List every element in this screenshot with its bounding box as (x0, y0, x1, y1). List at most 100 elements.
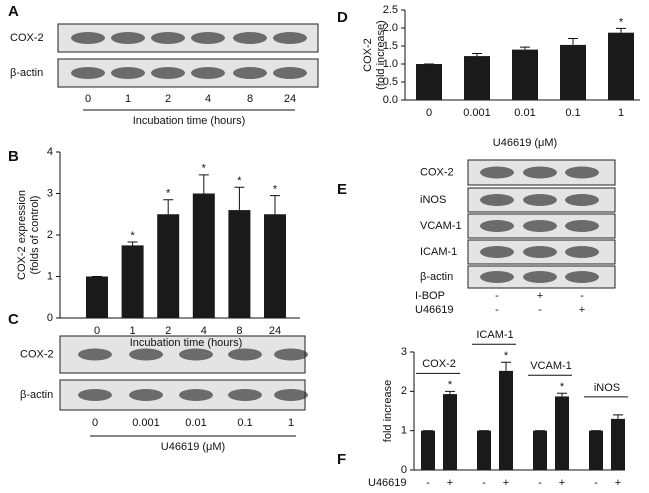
y-tick-label: 2.5 (383, 4, 398, 16)
lane-label: 0 (85, 93, 91, 105)
blot-band (179, 389, 213, 401)
bar (264, 214, 286, 318)
error-bar (445, 390, 455, 395)
blot-band (78, 348, 112, 361)
blot-band (480, 194, 514, 206)
lane-label: 4 (205, 93, 211, 105)
error-bar (127, 241, 138, 246)
blot-band (480, 166, 514, 179)
significance-marker: * (504, 350, 509, 362)
row-label: COX-2 (420, 166, 454, 178)
y-axis-label: (folds of control) (29, 196, 41, 275)
blot-band (151, 32, 185, 44)
significance-marker: * (560, 381, 565, 393)
treatment-label: U46619 (415, 304, 454, 316)
blot-band (565, 166, 599, 179)
y-axis-label: fold increase (382, 380, 394, 442)
bar (464, 56, 490, 100)
blot-band (129, 348, 163, 361)
blot-band (228, 389, 262, 401)
row-label: ICAM-1 (420, 246, 457, 258)
axis-label: U46619 (μM) (161, 441, 225, 453)
x-tick-label: 4 (201, 325, 207, 337)
y-tick-label: 2 (47, 229, 53, 241)
y-tick-label: 3 (47, 187, 53, 199)
blot-band (480, 220, 514, 232)
panel-letter: E (337, 181, 347, 198)
blot-band (233, 32, 267, 44)
blot-band (151, 67, 185, 79)
y-tick-label: 1.0 (383, 58, 398, 70)
panel-letter: A (8, 3, 19, 20)
lane-label: 0.01 (185, 417, 206, 429)
blot-band (228, 348, 262, 361)
blot-band (565, 194, 599, 206)
bar (589, 430, 603, 470)
lane-label: 1 (125, 93, 131, 105)
x-tick-label: 2 (165, 325, 171, 337)
x-tick-label: 1 (618, 107, 624, 119)
blot-band (565, 271, 599, 283)
y-axis-label: (fold increase) (375, 20, 387, 90)
treatment-sign: - (538, 304, 542, 316)
x-tick-label: - (538, 477, 542, 489)
y-tick-label: 4 (47, 146, 53, 158)
blot-band (111, 32, 145, 44)
significance-marker: * (202, 163, 207, 175)
x-tick-label: 8 (236, 325, 242, 337)
blot-band (179, 348, 213, 361)
group-label: ICAM-1 (476, 329, 513, 341)
blot-band (274, 348, 308, 361)
x-tick-label: - (482, 477, 486, 489)
y-tick-label: 1 (47, 270, 53, 282)
x-tick-label: 0.1 (565, 107, 580, 119)
error-bar (198, 174, 209, 194)
blot-band (273, 32, 307, 44)
x-tick-label: - (594, 477, 598, 489)
bar (192, 193, 215, 318)
y-tick-label: 0 (47, 312, 53, 324)
error-bar (568, 37, 578, 45)
blot-band (523, 166, 557, 179)
error-bar (613, 414, 623, 419)
error-bar (270, 195, 280, 215)
bar (86, 276, 108, 318)
treatment-sign: + (537, 290, 543, 302)
row-label: β-actin (20, 389, 53, 401)
error-bar (501, 361, 511, 371)
y-tick-label: 2 (401, 385, 407, 397)
blot-band (274, 389, 308, 401)
row-label: β-actin (10, 67, 43, 79)
y-tick-label: 0.5 (383, 76, 398, 88)
bar (560, 44, 586, 100)
bar (555, 396, 569, 470)
treatment-sign: - (495, 304, 499, 316)
blot-band (480, 271, 514, 283)
bar (608, 32, 634, 100)
bar (157, 214, 180, 318)
lane-label: 8 (247, 93, 253, 105)
lane-label: 0.001 (132, 417, 160, 429)
x-tick-label: 0.001 (463, 107, 491, 119)
y-tick-label: 0 (401, 464, 407, 476)
blot-band (565, 246, 599, 258)
significance-marker: * (237, 175, 242, 187)
y-tick-label: 0.0 (383, 94, 398, 106)
blot-band (191, 32, 225, 44)
x-tick-label: 0.01 (514, 107, 535, 119)
bar (512, 49, 538, 100)
lane-label: 2 (165, 93, 171, 105)
x-tick-label: + (559, 477, 565, 489)
error-bar (520, 46, 530, 50)
treatment-sign: - (495, 290, 499, 302)
blot-band (191, 67, 225, 79)
row-label: VCAM-1 (420, 220, 462, 232)
axis-label: Incubation time (hours) (133, 115, 246, 127)
significance-marker: * (273, 183, 278, 195)
bar (421, 430, 435, 470)
y-tick-label: 2.0 (383, 22, 398, 34)
x-tick-label: 24 (269, 325, 281, 337)
significance-marker: * (619, 16, 624, 28)
blot-band (523, 194, 557, 206)
